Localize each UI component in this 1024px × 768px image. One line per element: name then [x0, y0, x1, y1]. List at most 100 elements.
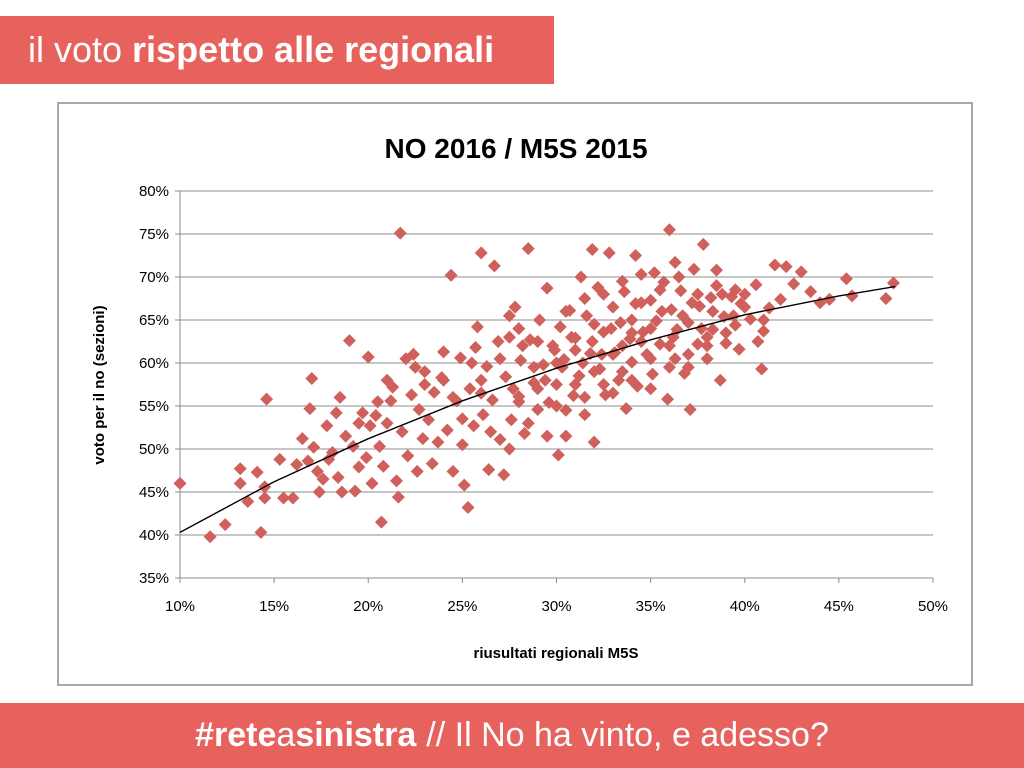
scatter-point: [538, 373, 552, 387]
scatter-point: [369, 408, 383, 422]
scatter-point: [813, 296, 827, 310]
scatter-point: [668, 352, 682, 366]
scatter-point: [493, 352, 507, 366]
scatter-point: [540, 429, 554, 443]
scatter-point: [886, 276, 900, 290]
scatter-point: [710, 279, 724, 293]
scatter-point: [425, 457, 439, 471]
scatter-point: [644, 382, 658, 396]
y-tick-label: 80%: [139, 183, 169, 200]
scatter-point: [491, 335, 505, 348]
scatter-point: [693, 299, 707, 313]
x-tick-label: 45%: [824, 598, 854, 615]
y-tick-label: 65%: [139, 312, 169, 329]
y-tick-label: 50%: [139, 441, 169, 458]
scatter-point: [446, 464, 460, 478]
scatter-point: [502, 442, 516, 456]
scatter-point: [550, 399, 563, 413]
scatter-point: [634, 267, 648, 281]
scatter-point: [295, 432, 309, 446]
scatter-point: [653, 337, 667, 351]
scatter-point: [644, 322, 658, 336]
scatter-point: [241, 494, 255, 508]
scatter-point: [325, 445, 339, 459]
scatter-point: [305, 371, 319, 385]
scatter-point: [559, 403, 573, 417]
chart-frame: NO 2016 / M5S 2015 riusultati regionali …: [57, 102, 973, 686]
scatter-point: [440, 423, 454, 437]
scatter-point: [384, 394, 398, 408]
scatter-point: [757, 313, 771, 327]
scatter-point: [585, 242, 599, 256]
scatter-point: [653, 283, 667, 297]
scatter-point: [373, 439, 387, 453]
scatter-point: [391, 490, 405, 504]
scatter-point: [550, 378, 563, 391]
scatter-point: [437, 373, 451, 387]
scatter-point: [751, 335, 765, 348]
scatter-point: [706, 304, 720, 318]
scatter-point: [335, 485, 349, 499]
scatter-point: [634, 296, 648, 310]
scatter-point: [339, 429, 353, 443]
y-tick-label: 40%: [139, 527, 169, 544]
scatter-point: [352, 460, 366, 474]
scatter-point: [461, 500, 475, 514]
scatter-point: [342, 334, 356, 348]
scatter-point: [676, 309, 690, 323]
scatter-point: [559, 304, 573, 318]
scatter-point: [258, 491, 272, 505]
scatter-point: [277, 491, 291, 505]
scatter-point: [625, 313, 639, 327]
scatter-point: [521, 416, 535, 430]
scatter-point: [531, 382, 545, 396]
scatter-point: [681, 360, 695, 374]
scatter-point: [674, 284, 688, 298]
x-tick-label: 20%: [353, 598, 383, 615]
scatter-point: [644, 352, 658, 366]
scatter-point: [453, 351, 467, 365]
scatter-point: [482, 463, 496, 477]
scatter-point: [527, 376, 541, 390]
scatter-point: [555, 360, 569, 374]
scatter-point: [655, 304, 669, 318]
scatter-point: [715, 287, 729, 301]
scatter-point: [574, 270, 588, 284]
scatter-point: [580, 309, 594, 323]
scatter-point: [380, 373, 394, 387]
scatter-point: [474, 386, 488, 400]
scatter-point: [493, 433, 507, 447]
scatter-point: [683, 402, 697, 416]
scatter-point: [531, 402, 545, 416]
scatter-point: [376, 459, 390, 473]
scatter-point: [587, 435, 601, 449]
scatter-point: [504, 413, 518, 427]
scatter-point: [331, 470, 345, 484]
scatter-point: [668, 255, 682, 269]
scatter-point: [700, 330, 714, 344]
scatter-point: [587, 365, 601, 379]
scatter-point: [634, 335, 648, 348]
scatter-point: [710, 263, 724, 277]
scatter-point: [606, 300, 620, 314]
scatter-point: [484, 425, 498, 439]
scatter-point: [502, 309, 516, 323]
scatter-point: [636, 325, 650, 339]
y-tick-label: 45%: [139, 484, 169, 501]
scatter-point: [597, 325, 611, 339]
scatter-point: [359, 451, 373, 465]
scatter-point: [719, 336, 733, 350]
scatter-point: [629, 249, 643, 262]
scatter-point: [672, 270, 686, 284]
scatter-point: [173, 476, 187, 490]
scatter-point: [536, 358, 550, 372]
scatter-point: [606, 386, 620, 400]
scatter-point: [374, 515, 388, 529]
scatter-point: [768, 258, 782, 272]
scatter-point: [578, 292, 592, 305]
scatter-point: [726, 309, 740, 323]
scatter-point: [508, 300, 522, 314]
scatter-point: [408, 360, 422, 374]
x-axis-label: riusultati regionali M5S: [473, 645, 638, 662]
scatter-point: [550, 356, 563, 370]
